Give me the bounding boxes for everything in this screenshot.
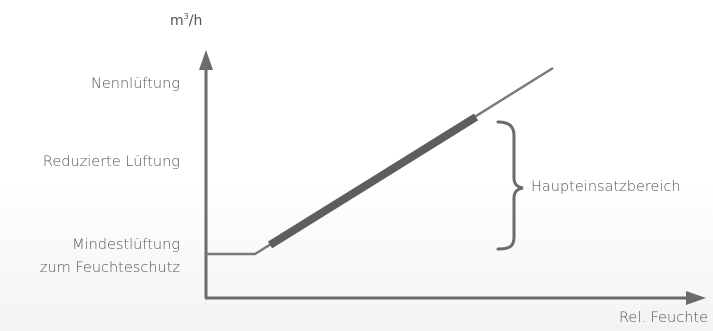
level-nominal-label: Nennlüftung [91, 76, 180, 92]
level-minimum-label-line1: Mindestlüftung [72, 237, 180, 253]
ventilation-curve [206, 66, 554, 256]
y-axis-arrowhead [199, 50, 213, 70]
y-axis-unit-superscript: 3 [183, 12, 189, 21]
y-axis-unit: m3/h [170, 8, 202, 30]
main-range-highlight [267, 113, 479, 249]
range-label: Haupteinsatzbereich [531, 179, 681, 195]
y-axis-unit-base: m [170, 13, 184, 29]
level-reduced-label: Reduzierte Lüftung [42, 154, 180, 170]
x-axis-label: Rel. Feuchte [618, 310, 708, 326]
x-axis-arrowhead [686, 291, 706, 305]
level-minimum-label-line2: zum Feuchteschutz [39, 260, 180, 276]
range-brace [496, 120, 524, 251]
y-axis-unit-suffix: /h [188, 13, 203, 29]
